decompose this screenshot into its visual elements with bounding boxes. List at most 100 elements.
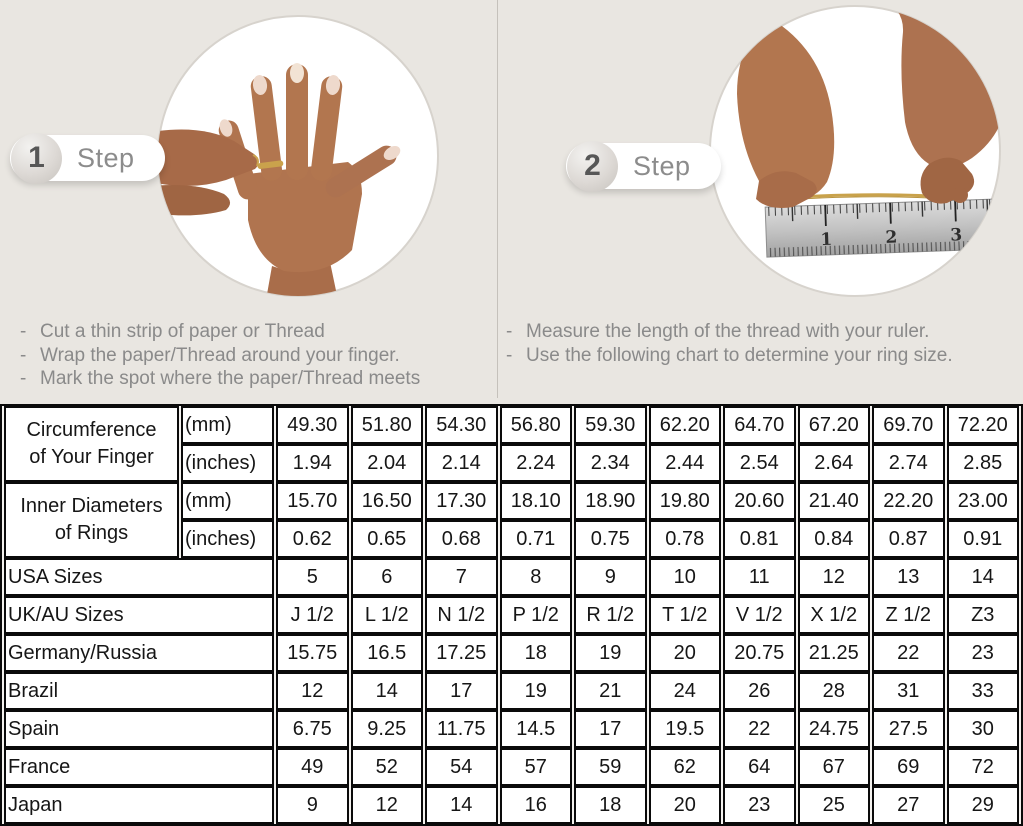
chart-cell: 27.5 — [872, 710, 945, 748]
chart-cell: 19 — [574, 634, 647, 672]
chart-cell: 49.30 — [276, 406, 349, 444]
chart-cell: 33 — [946, 672, 1019, 710]
chart-cell: 10 — [648, 558, 721, 596]
table-row: UK/AU Sizes J 1/2 L 1/2 N 1/2 P 1/2 R 1/2 T 1/… — [4, 596, 1019, 634]
table-row: Germany/Russia 15.75 16.5 17.25 18 19 20 20.75 2… — [4, 634, 1019, 672]
table-row: France 49 52 54 57 59 62 64 67 69 72 — [4, 748, 1019, 786]
chart-cell: 16 — [499, 786, 572, 824]
instruction-item: - Use the following chart to determine yo… — [506, 344, 953, 366]
chart-cell: 29 — [946, 786, 1019, 824]
chart-cell: T 1/2 — [648, 596, 721, 634]
chart-unit-label: (mm) — [181, 482, 274, 520]
chart-cell: 14.5 — [499, 710, 572, 748]
chart-cell: 14 — [350, 672, 423, 710]
chart-cell: 7 — [425, 558, 498, 596]
chart-cell: 9 — [574, 558, 647, 596]
chart-cell: 52 — [350, 748, 423, 786]
chart-cell: R 1/2 — [574, 596, 647, 634]
chart-cell: 0.65 — [350, 520, 423, 558]
chart-cell: 16.50 — [350, 482, 423, 520]
chart-cell: 2.74 — [872, 444, 945, 482]
chart-cell: 0.84 — [797, 520, 870, 558]
chart-cell: 9 — [276, 786, 349, 824]
chart-cell: 19.5 — [648, 710, 721, 748]
table-row: (inches) 0.62 0.65 0.68 0.71 0.75 0.78 0.81 0.84… — [4, 520, 1019, 558]
chart-cell: 6.75 — [276, 710, 349, 748]
chart-cell: 18.90 — [574, 482, 647, 520]
chart-cell: 67.20 — [797, 406, 870, 444]
chart-cell: 14 — [425, 786, 498, 824]
chart-cell: 21.40 — [797, 482, 870, 520]
ruler-number-3: 3 — [950, 225, 963, 245]
step1-label: Step — [77, 142, 135, 173]
instruction-item: - Measure the length of the thread with y… — [506, 321, 930, 342]
chart-row-label: UK/AU Sizes — [4, 596, 274, 634]
chart-cell: 11.75 — [425, 710, 498, 748]
chart-cell: 24 — [648, 672, 721, 710]
chart-cell: 54 — [425, 748, 498, 786]
chart-cell: 12 — [276, 672, 349, 710]
chart-row-label: Spain — [4, 710, 274, 748]
step2-instructions: - Measure the length of the thread with y… — [506, 320, 953, 367]
table-row: Japan 9 12 14 16 18 20 23 25 27 29 — [4, 786, 1019, 824]
chart-cell: 20 — [648, 786, 721, 824]
chart-cell: 25 — [797, 786, 870, 824]
chart-cell: 11 — [723, 558, 796, 596]
chart-cell: 27 — [872, 786, 945, 824]
instruction-section: 1 Step - Cut a thin strip of paper or Thr… — [0, 0, 1023, 404]
chart-cell: 0.78 — [648, 520, 721, 558]
chart-cell: 69.70 — [872, 406, 945, 444]
chart-cell: 2.54 — [723, 444, 796, 482]
chart-cell: 6 — [350, 558, 423, 596]
chart-cell: 62.20 — [648, 406, 721, 444]
instruction-item: - Mark the spot where the paper/Thread me… — [20, 368, 421, 389]
chart-cell: 12 — [797, 558, 870, 596]
gold-ring-illustration — [257, 160, 284, 169]
chart-cell: 69 — [872, 748, 945, 786]
chart-cell: 20.60 — [723, 482, 796, 520]
chart-unit-label: (mm) — [181, 406, 274, 444]
chart-cell: X 1/2 — [797, 596, 870, 634]
chart-unit-label: (inches) — [181, 444, 274, 482]
chart-cell: 17 — [425, 672, 498, 710]
step2-badge: 2 Step — [566, 140, 721, 192]
ring-size-table: Circumference of Your Finger (mm) 49.30 51.8… — [0, 404, 1023, 826]
chart-cell: 22 — [872, 634, 945, 672]
chart-cell: 2.85 — [946, 444, 1019, 482]
chart-cell: 23.00 — [946, 482, 1019, 520]
chart-cell: Z3 — [946, 596, 1019, 634]
chart-cell: 64 — [723, 748, 796, 786]
chart-cell: 16.5 — [350, 634, 423, 672]
table-row: (inches) 1.94 2.04 2.14 2.24 2.34 2.44 2.54 2.64… — [4, 444, 1019, 482]
step2-number: 2 — [567, 140, 618, 192]
chart-cell: 17 — [574, 710, 647, 748]
chart-cell: 12 — [350, 786, 423, 824]
chart-cell: 18 — [499, 634, 572, 672]
chart-cell: P 1/2 — [499, 596, 572, 634]
chart-cell: N 1/2 — [425, 596, 498, 634]
chart-cell: 57 — [499, 748, 572, 786]
chart-cell: 20 — [648, 634, 721, 672]
chart-cell: 0.71 — [499, 520, 572, 558]
chart-cell: V 1/2 — [723, 596, 796, 634]
chart-cell: 62 — [648, 748, 721, 786]
chart-cell: 2.34 — [574, 444, 647, 482]
chart-cell: J 1/2 — [276, 596, 349, 634]
chart-cell: 5 — [276, 558, 349, 596]
chart-cell: 2.04 — [350, 444, 423, 482]
chart-cell: 31 — [872, 672, 945, 710]
ruler-illustration: 1 2 3 — [764, 197, 1000, 258]
step1-badge: 1 Step — [10, 132, 165, 184]
table-row: Brazil 12 14 17 19 21 24 26 28 31 33 — [4, 672, 1019, 710]
chart-cell: 23 — [723, 786, 796, 824]
chart-cell: 2.64 — [797, 444, 870, 482]
chart-cell: 0.62 — [276, 520, 349, 558]
chart-row-label: USA Sizes — [4, 558, 274, 596]
chart-cell: 20.75 — [723, 634, 796, 672]
chart-cell: 8 — [499, 558, 572, 596]
chart-cell: 49 — [276, 748, 349, 786]
chart-row-label: Germany/Russia — [4, 634, 274, 672]
chart-cell: L 1/2 — [350, 596, 423, 634]
chart-cell: 15.70 — [276, 482, 349, 520]
